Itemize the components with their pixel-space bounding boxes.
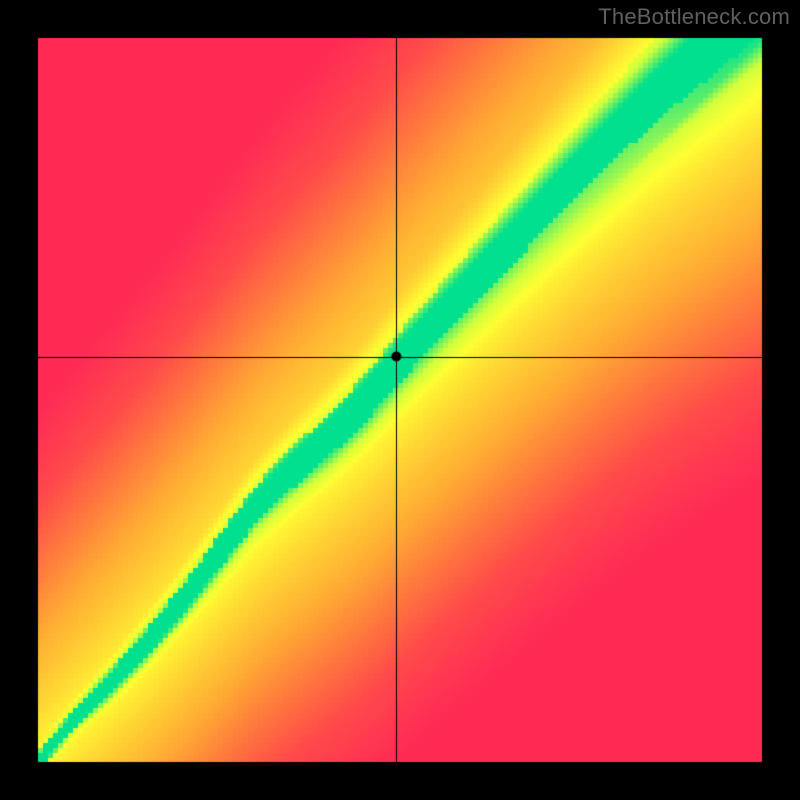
bottleneck-heatmap <box>0 0 800 800</box>
watermark-text: TheBottleneck.com <box>598 4 790 30</box>
chart-container: TheBottleneck.com <box>0 0 800 800</box>
